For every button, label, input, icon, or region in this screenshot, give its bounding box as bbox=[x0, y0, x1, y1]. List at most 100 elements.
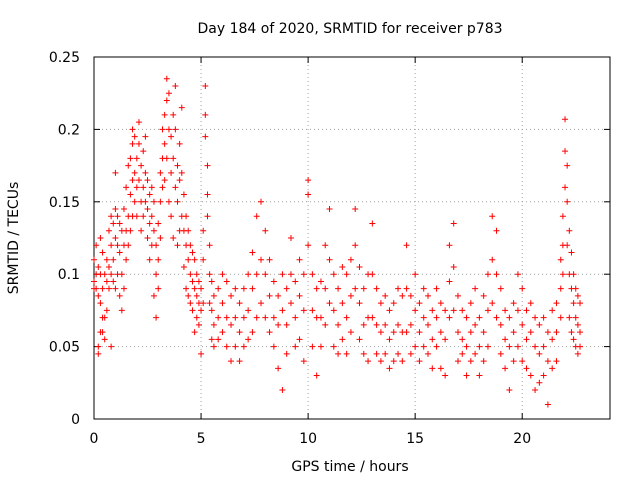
data-point bbox=[425, 350, 432, 357]
data-point bbox=[519, 321, 526, 328]
data-point bbox=[116, 292, 123, 299]
data-point bbox=[112, 285, 119, 292]
data-point bbox=[313, 285, 320, 292]
data-point bbox=[300, 307, 307, 314]
data-point bbox=[249, 249, 256, 256]
data-point bbox=[118, 271, 125, 278]
data-point bbox=[339, 300, 346, 307]
data-point bbox=[155, 256, 162, 263]
data-point bbox=[108, 343, 115, 350]
axis-ticks bbox=[93, 56, 610, 420]
data-point bbox=[176, 140, 183, 147]
data-point bbox=[161, 140, 168, 147]
data-point bbox=[157, 198, 164, 205]
data-point bbox=[510, 358, 517, 365]
data-point bbox=[200, 300, 207, 307]
data-point bbox=[142, 198, 149, 205]
data-point bbox=[577, 343, 584, 350]
data-point bbox=[502, 336, 509, 343]
data-point bbox=[339, 336, 346, 343]
data-point bbox=[258, 300, 265, 307]
data-point bbox=[506, 387, 513, 394]
data-point bbox=[108, 242, 115, 249]
data-point bbox=[510, 300, 517, 307]
data-point bbox=[105, 227, 112, 234]
data-point bbox=[467, 358, 474, 365]
data-point bbox=[174, 198, 181, 205]
data-point bbox=[570, 336, 577, 343]
data-point bbox=[131, 169, 138, 176]
data-point bbox=[270, 343, 277, 350]
data-point bbox=[189, 278, 196, 285]
data-point bbox=[433, 343, 440, 350]
data-point bbox=[202, 111, 209, 118]
data-point bbox=[553, 358, 560, 365]
data-point bbox=[407, 321, 414, 328]
data-point bbox=[493, 271, 500, 278]
data-point bbox=[446, 314, 453, 321]
data-point bbox=[476, 343, 483, 350]
data-point bbox=[180, 191, 187, 198]
data-point bbox=[116, 220, 123, 227]
data-point bbox=[97, 300, 104, 307]
data-point bbox=[352, 206, 359, 213]
data-point bbox=[489, 256, 496, 263]
data-point bbox=[536, 379, 543, 386]
data-point bbox=[399, 358, 406, 365]
data-point bbox=[240, 314, 247, 321]
data-point bbox=[437, 329, 444, 336]
data-point bbox=[577, 300, 584, 307]
data-point bbox=[519, 285, 526, 292]
data-point bbox=[305, 191, 312, 198]
data-point bbox=[223, 314, 230, 321]
data-point bbox=[562, 148, 569, 155]
data-point bbox=[275, 321, 282, 328]
data-point bbox=[360, 321, 367, 328]
data-point bbox=[412, 343, 419, 350]
data-point bbox=[484, 307, 491, 314]
data-point bbox=[292, 343, 299, 350]
data-point bbox=[335, 321, 342, 328]
data-point bbox=[527, 372, 534, 379]
data-point bbox=[549, 365, 556, 372]
data-points bbox=[91, 75, 584, 408]
data-point bbox=[140, 184, 147, 191]
data-point bbox=[429, 307, 436, 314]
data-point bbox=[105, 263, 112, 270]
data-point bbox=[382, 350, 389, 357]
data-point bbox=[172, 184, 179, 191]
data-point bbox=[131, 198, 138, 205]
data-point bbox=[454, 329, 461, 336]
data-point bbox=[472, 350, 479, 357]
data-point bbox=[454, 358, 461, 365]
data-point bbox=[198, 285, 205, 292]
data-point bbox=[112, 169, 119, 176]
data-point bbox=[93, 242, 100, 249]
data-point bbox=[343, 314, 350, 321]
data-point bbox=[420, 343, 427, 350]
data-point bbox=[463, 372, 470, 379]
data-point bbox=[489, 300, 496, 307]
x-tick-label: 0 bbox=[90, 431, 99, 447]
data-point bbox=[262, 271, 269, 278]
data-point bbox=[480, 329, 487, 336]
data-point bbox=[572, 285, 579, 292]
data-point bbox=[442, 307, 449, 314]
data-point bbox=[577, 329, 584, 336]
data-point bbox=[564, 162, 571, 169]
data-point bbox=[97, 235, 104, 241]
data-point bbox=[153, 242, 160, 249]
data-point bbox=[253, 314, 260, 321]
data-point bbox=[356, 336, 363, 343]
data-point bbox=[497, 285, 504, 292]
data-point bbox=[258, 198, 265, 205]
data-point bbox=[510, 329, 517, 336]
data-point bbox=[326, 206, 333, 213]
data-point bbox=[292, 278, 299, 285]
data-point bbox=[536, 350, 543, 357]
plot-frame bbox=[93, 56, 611, 420]
data-point bbox=[110, 220, 117, 227]
data-point bbox=[559, 213, 566, 220]
data-point bbox=[532, 387, 539, 394]
data-point bbox=[163, 75, 170, 82]
